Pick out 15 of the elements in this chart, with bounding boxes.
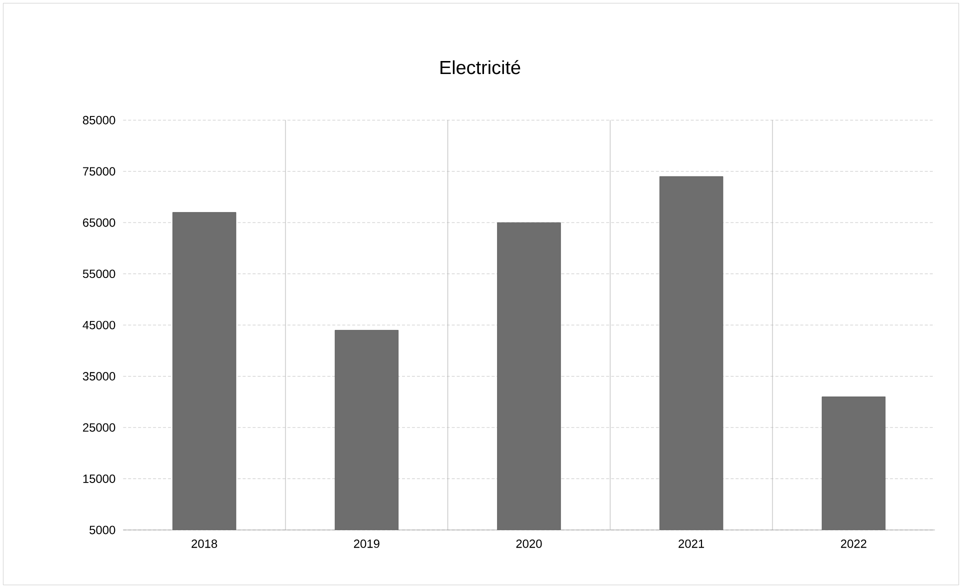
chart-title: Electricité [440, 60, 520, 74]
y-tick-label: 25000 [83, 423, 116, 432]
y-tick-label: 45000 [82, 320, 116, 330]
y-tick-label: 15000 [83, 474, 116, 483]
x-tick-label: 2020 [516, 539, 542, 548]
y-tick-label: 65000 [83, 218, 116, 227]
y-tick-label: 35000 [82, 372, 116, 380]
y-tick-label: 75000 [83, 167, 116, 176]
x-tick-label: 2018 [192, 539, 218, 548]
x-tick-label: 2021 [678, 539, 704, 548]
y-tick-label: 55000 [82, 270, 116, 278]
y-tick-label: 85000 [82, 116, 116, 124]
x-tick-label: 2022 [840, 539, 866, 548]
y-tick-label: 5000 [90, 526, 116, 534]
x-tick-label: 2019 [354, 539, 380, 548]
